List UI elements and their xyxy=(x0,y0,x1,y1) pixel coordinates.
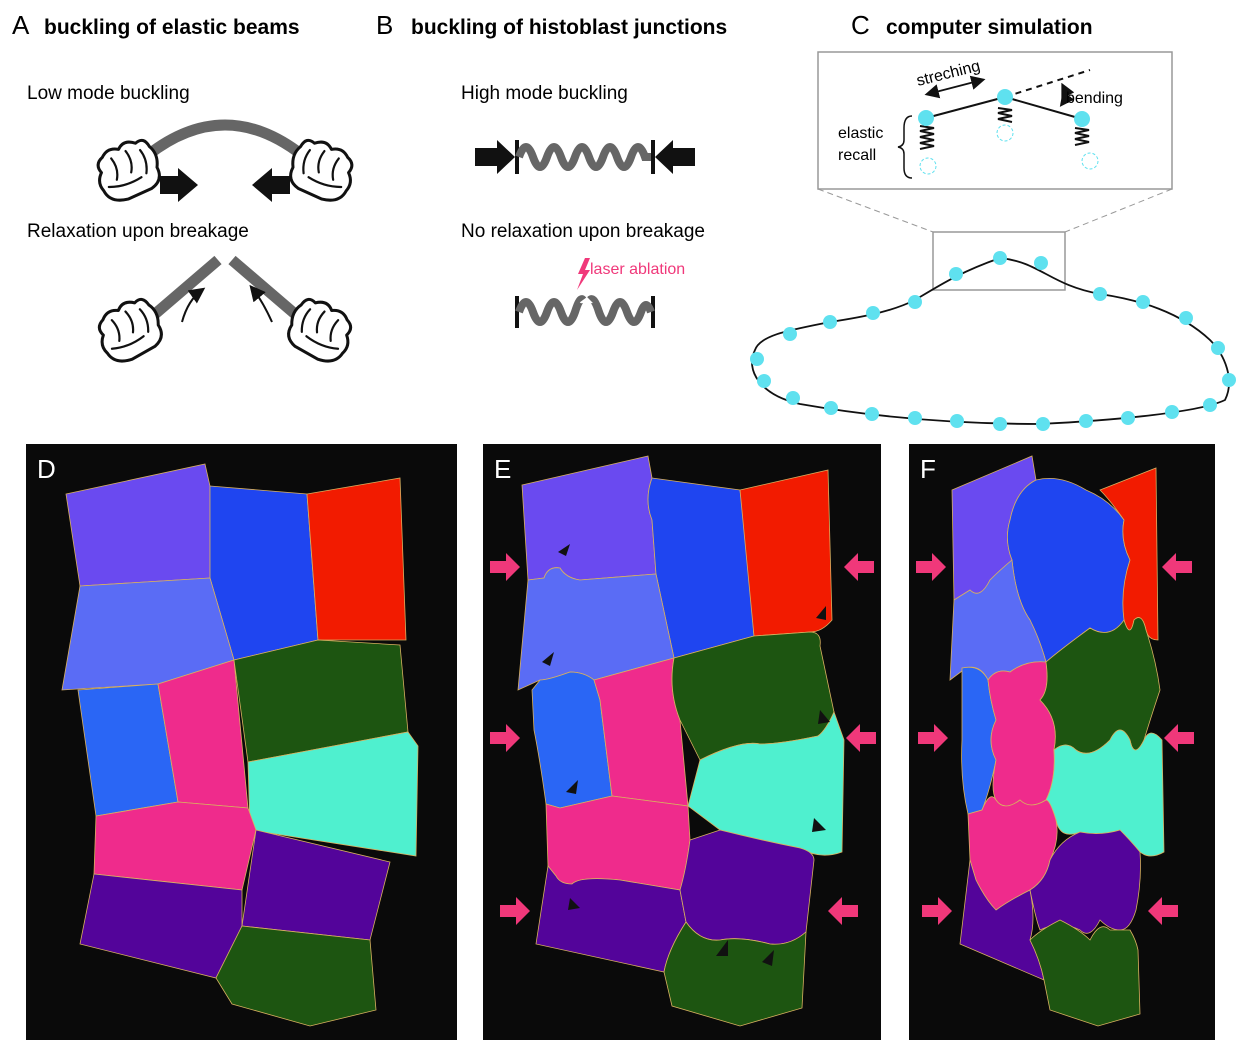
high-mode-buckling-label: High mode buckling xyxy=(461,83,628,104)
pink-arrow-right-icon xyxy=(918,724,948,752)
pink-arrow-right-icon xyxy=(916,553,946,581)
left-fist-lower-icon xyxy=(88,291,171,370)
panel-a: A buckling of elastic beams Low mode buc… xyxy=(12,10,362,370)
pink-arrow-right-icon xyxy=(922,897,952,925)
relax-right-arrow-icon xyxy=(249,284,273,323)
pink-arrow-right-icon xyxy=(490,724,520,752)
pink-arrow-left-icon xyxy=(1162,553,1192,581)
springs xyxy=(919,107,1090,150)
panel-a-letter: A xyxy=(12,10,30,40)
cell-outline xyxy=(751,257,1230,425)
cell-green-lower xyxy=(215,925,377,1027)
panel-f-cells xyxy=(949,455,1165,1027)
cell-red xyxy=(306,477,407,641)
buckle-marker-icon xyxy=(812,818,826,832)
anchor-node-3 xyxy=(1081,152,1099,170)
relax-left-arrow-icon xyxy=(181,287,206,323)
buckle-marker-icon xyxy=(762,950,774,966)
panel-f: F xyxy=(909,444,1215,1040)
pink-arrow-left-icon xyxy=(828,897,858,925)
buckle-markers xyxy=(542,544,830,966)
compress-left-arrow-icon xyxy=(655,140,695,174)
bending-reference-line xyxy=(1004,69,1091,98)
panel-b-title: buckling of histoblast junctions xyxy=(411,16,727,39)
panel-e: E xyxy=(483,444,881,1040)
push-right-arrow-icon xyxy=(160,168,198,202)
anchor-node-1 xyxy=(919,157,937,175)
panel-d-cells xyxy=(61,463,419,1027)
inset-segment-1 xyxy=(925,96,1006,119)
cell-green-lower xyxy=(1029,919,1141,1027)
panel-d: D xyxy=(26,444,457,1040)
spring-3 xyxy=(1074,127,1090,146)
panel-e-letter: E xyxy=(494,454,511,484)
ablated-junction-right xyxy=(587,295,655,326)
inset-node-2 xyxy=(997,89,1013,105)
panel-c-title: computer simulation xyxy=(886,16,1093,39)
panel-f-letter: F xyxy=(920,454,936,484)
pink-arrow-right-icon xyxy=(500,897,530,925)
buckle-marker-icon xyxy=(716,940,728,956)
buckle-marker-icon xyxy=(816,606,826,620)
panel-e-cells xyxy=(517,455,845,1027)
broken-beam-left xyxy=(144,255,222,325)
cell-azure xyxy=(531,671,613,809)
zoom-line-right xyxy=(1064,188,1173,233)
no-relaxation-label: No relaxation upon breakage xyxy=(461,221,705,242)
pink-arrow-right-icon xyxy=(490,553,520,581)
elastic-brace xyxy=(897,115,913,179)
panel-b-letter: B xyxy=(376,10,393,40)
arched-beam xyxy=(144,119,306,160)
zoom-line-left xyxy=(817,188,934,233)
inset-node-3 xyxy=(1074,111,1090,127)
push-left-arrow-icon xyxy=(252,168,290,202)
panel-b: B buckling of histoblast junctions High … xyxy=(376,10,727,328)
anchor-node-2 xyxy=(996,124,1014,142)
bending-arc-icon xyxy=(1059,82,1075,107)
cell-pink-upper xyxy=(987,661,1056,807)
panel-f-compression-arrows xyxy=(916,553,1194,925)
cell-green-upper xyxy=(233,639,409,763)
buckle-marker-icon xyxy=(558,544,570,556)
right-fist-lower-icon xyxy=(279,291,362,370)
broken-beam-right xyxy=(228,255,306,325)
elastic-label: elastic xyxy=(838,125,883,142)
pink-arrow-left-icon xyxy=(844,553,874,581)
stretching-arrow-icon xyxy=(924,75,986,99)
cell-red xyxy=(739,469,833,637)
panel-c: C computer simulation streching bending … xyxy=(750,10,1236,431)
inset-node-1 xyxy=(918,110,934,126)
panel-c-letter: C xyxy=(851,10,870,40)
ablated-junction-left xyxy=(515,295,587,326)
outline-nodes xyxy=(750,251,1236,431)
laser-bolt-icon xyxy=(577,258,590,290)
cell-pink-lower xyxy=(545,795,691,891)
buckled-junction xyxy=(515,143,651,171)
bending-label: bending xyxy=(1066,90,1123,107)
buckle-marker-icon xyxy=(566,780,578,794)
cell-purple-right xyxy=(679,829,815,945)
low-mode-buckling-label: Low mode buckling xyxy=(27,83,190,104)
pink-arrow-left-icon xyxy=(1148,897,1178,925)
recall-label: recall xyxy=(838,147,876,164)
compress-right-arrow-icon xyxy=(475,140,515,174)
buckle-marker-icon xyxy=(818,710,830,724)
inset-segment-2 xyxy=(1004,96,1083,120)
laser-ablation-label: laser ablation xyxy=(590,261,685,278)
panel-e-compression-arrows xyxy=(490,553,876,925)
pink-arrow-left-icon xyxy=(1164,724,1194,752)
cell-green-lower xyxy=(663,921,807,1027)
pink-arrow-left-icon xyxy=(846,724,876,752)
buckle-marker-icon xyxy=(542,652,554,666)
zoom-region-box xyxy=(932,231,1066,291)
relaxation-label: Relaxation upon breakage xyxy=(27,221,249,242)
spring-1 xyxy=(919,125,935,150)
spring-2 xyxy=(997,107,1013,123)
panel-d-letter: D xyxy=(37,454,56,484)
panel-a-title: buckling of elastic beams xyxy=(44,16,300,39)
buckle-marker-icon xyxy=(568,898,580,910)
zoom-inset-box xyxy=(817,51,1173,190)
